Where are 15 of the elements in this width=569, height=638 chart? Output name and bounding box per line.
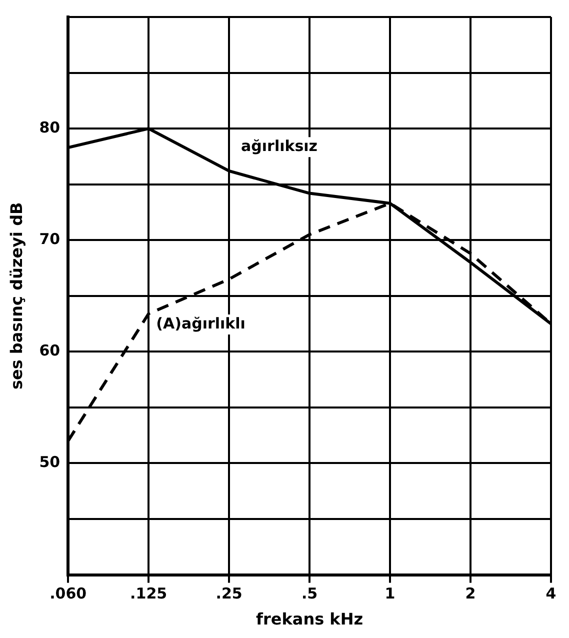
x-tick-label: .5 (301, 584, 318, 603)
x-tick-label: .25 (216, 584, 242, 603)
y-tick-label: 50 (39, 453, 60, 472)
y-axis-title: ses basınç düzeyi dB (6, 202, 26, 390)
series-label: ağırlıksız (241, 137, 318, 155)
x-tick-label: 4 (546, 584, 556, 603)
y-tick-label: 70 (39, 230, 60, 248)
x-tick-label: 1 (384, 584, 396, 603)
x-tick-label: 2 (465, 584, 476, 603)
y-tick-label: 60 (39, 342, 60, 360)
x-axis-title: frekans kHz (256, 610, 364, 629)
x-tick-label: .125 (130, 584, 168, 603)
series-label: (A)ağırlıklı (156, 314, 246, 332)
y-tick-label: 80 (39, 118, 60, 136)
x-tick-label: .060 (50, 584, 87, 603)
